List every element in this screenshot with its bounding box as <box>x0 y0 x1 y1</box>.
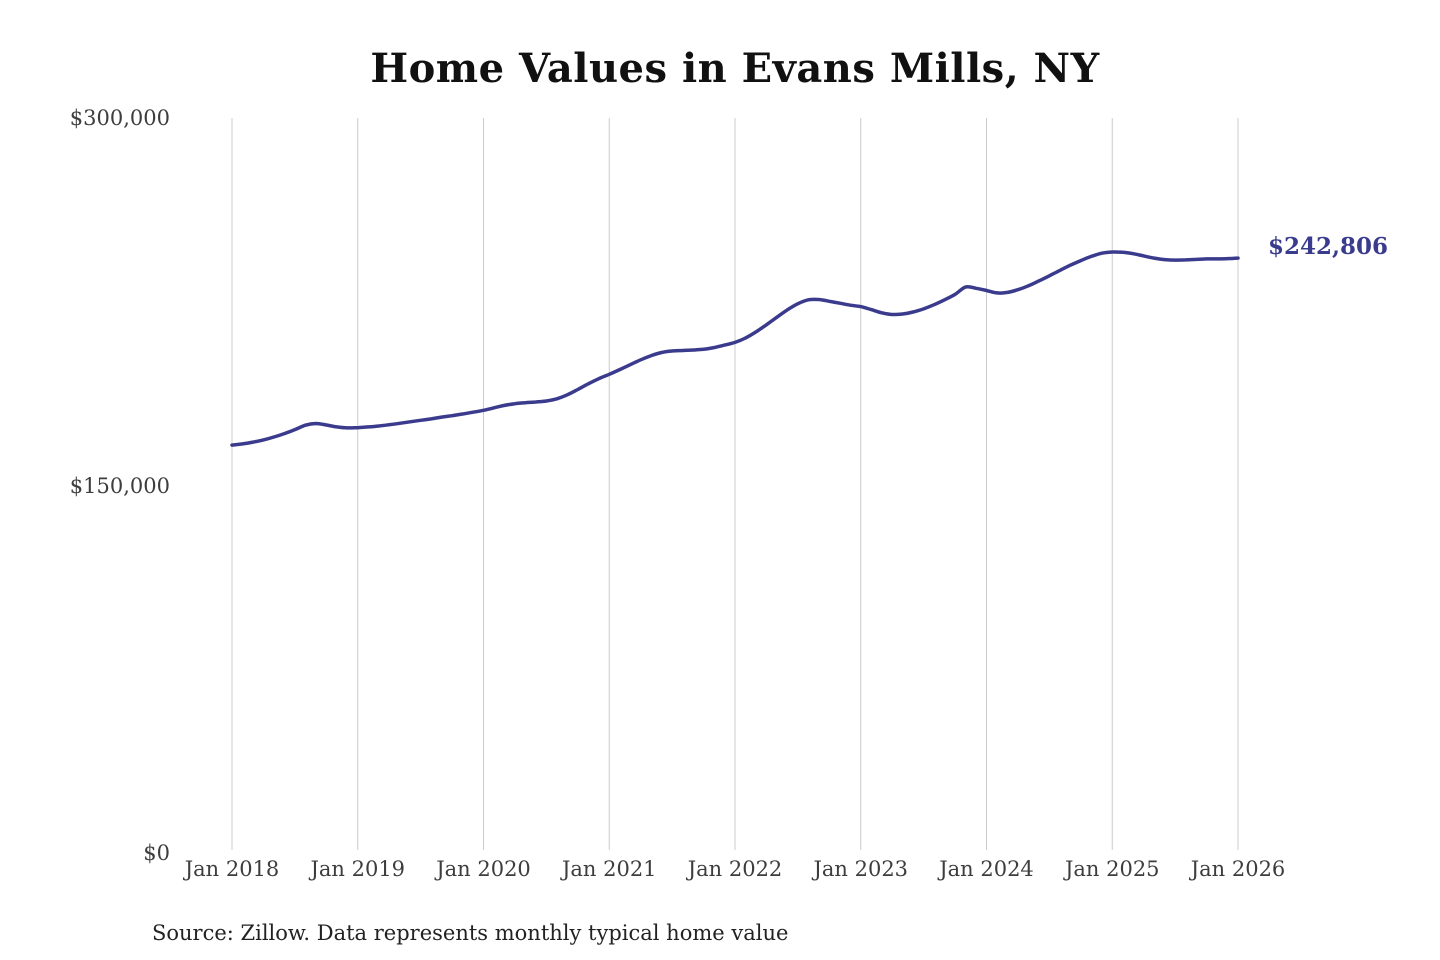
x-axis-tick-label: Jan 2024 <box>939 857 1034 881</box>
home-value-line <box>230 250 1240 447</box>
x-axis-tick-label: Jan 2019 <box>310 857 406 881</box>
x-axis-tick-label: Jan 2020 <box>436 857 531 881</box>
y-axis-tick-label: $0 <box>143 841 170 865</box>
y-axis-tick-label: $150,000 <box>69 473 170 498</box>
x-axis-tick-label: Jan 2022 <box>687 857 783 881</box>
x-axis-tick-label: Jan 2023 <box>813 857 909 881</box>
x-axis-tick-label: Jan 2021 <box>561 857 657 881</box>
x-axis-tick-label: Jan 2018 <box>184 857 280 881</box>
y-axis-tick-label: $300,000 <box>69 106 170 130</box>
x-axis-tick-label: Jan 2025 <box>1064 857 1160 881</box>
current-value-label: $242,806 <box>1268 233 1389 261</box>
x-axis-tick-label: Jan 2026 <box>1190 857 1286 881</box>
chart-title: Home Values in Evans Mills, NY <box>370 45 1100 92</box>
source-note: Source: Zillow. Data represents monthly … <box>152 921 789 945</box>
